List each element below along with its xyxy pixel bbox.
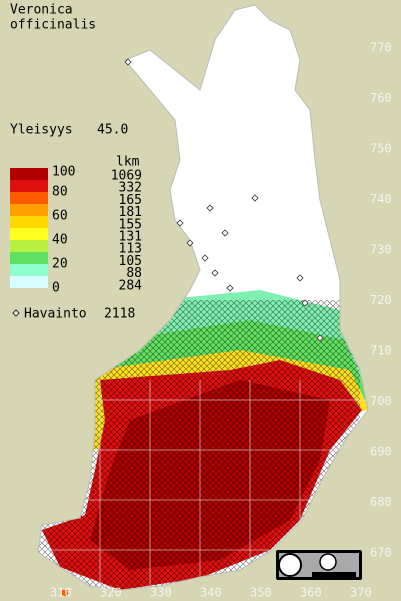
grid-label-y: 770: [370, 41, 392, 55]
legend-count: 131: [119, 230, 142, 245]
border: [37, 4, 369, 591]
grid-label-y: 690: [370, 445, 392, 459]
legend-count: 88: [126, 266, 142, 281]
legend-level: 20: [52, 257, 68, 272]
frequency-label: Yleisyys: [10, 123, 73, 138]
legend-count: 165: [119, 193, 142, 208]
legend-level: 100: [52, 165, 75, 180]
observation-icon: [12, 309, 20, 317]
legend-count: 332: [119, 181, 142, 196]
legend-count: 105: [119, 254, 142, 269]
grid-label-y: 700: [370, 394, 392, 408]
grid-label-y: 720: [370, 293, 392, 307]
observation-markers: [124, 58, 324, 342]
cc-badge: [276, 550, 362, 580]
grid-label-x: 340: [200, 586, 222, 600]
grid-label-y: 670: [370, 546, 392, 560]
legend-level: 40: [52, 233, 68, 248]
legend-count: 181: [119, 205, 142, 220]
grid-label-y: 680: [370, 495, 392, 509]
grid-label-x: 360: [300, 586, 322, 600]
grid-label-y: 750: [370, 142, 392, 156]
grid-label-x: 370: [350, 586, 372, 600]
grid-label-y: 730: [370, 243, 392, 257]
legend-count: 1069: [111, 169, 142, 184]
legend-level: 0: [52, 281, 60, 296]
grid-label-x: 320: [100, 586, 122, 600]
count-header: lkm: [116, 155, 140, 170]
small-square: [62, 590, 68, 596]
grid-label-x: 330: [150, 586, 172, 600]
legend-level: 80: [52, 185, 68, 200]
legend-colors: [10, 168, 48, 288]
title: officinalis: [10, 18, 96, 33]
grid-label-x: 350: [250, 586, 272, 600]
title: Veronica: [10, 3, 73, 18]
frequency-value: 45.0: [97, 123, 128, 138]
legend-count: 113: [119, 242, 142, 257]
grid-label-x: 310: [50, 586, 72, 600]
observations-label: Havainto: [24, 307, 87, 322]
legend-level: 60: [52, 209, 68, 224]
legend-count: 284: [119, 278, 143, 293]
observations-value: 2118: [104, 307, 135, 322]
grid-label-y: 710: [370, 344, 392, 358]
legend-count: 155: [119, 217, 142, 232]
grid-label-y: 760: [370, 91, 392, 105]
grid-label-y: 740: [370, 192, 392, 206]
